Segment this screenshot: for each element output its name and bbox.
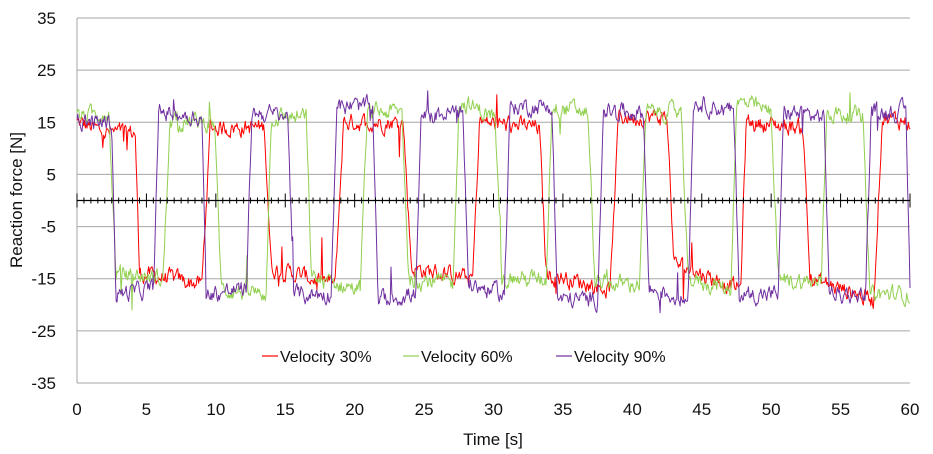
legend: Velocity 30% Velocity 60% Velocity 90% [262,349,666,366]
y-tick-label: 15 [37,113,56,132]
x-tick-label: 0 [72,400,81,419]
x-tick-label: 55 [831,400,850,419]
x-tick-label: 10 [206,400,225,419]
x-tick-label: 40 [623,400,642,419]
y-tick-label: -15 [31,270,56,289]
x-tick-label: 20 [345,400,364,419]
series-line-2 [76,92,911,311]
series-layer [76,90,911,314]
zero-axis [76,193,911,208]
series-line-3 [76,90,911,314]
y-tick-label: -25 [31,322,56,341]
y-tick-label: 5 [47,165,56,184]
y-axis-title: Reaction force [N] [7,132,26,268]
y-tick-label: -5 [41,218,56,237]
x-tick-label: 5 [142,400,151,419]
legend-label: Velocity 90% [574,349,666,366]
x-tick-label: 25 [415,400,434,419]
y-tick-label: 35 [37,9,56,28]
x-tick-label: 45 [692,400,711,419]
y-tick-labels: 35 25 15 5 -5 -15 -25 -35 [31,9,56,393]
x-tick-label: 50 [762,400,781,419]
y-tick-label: -35 [31,374,56,393]
x-tick-label: 30 [484,400,503,419]
x-tick-label: 60 [901,400,920,419]
y-tick-label: 25 [37,61,56,80]
x-tick-label: 35 [553,400,572,419]
x-axis-title: Time [s] [463,430,523,449]
x-tick-label: 15 [276,400,295,419]
grid-lines [76,17,910,384]
x-tick-labels: 0 5 10 15 20 25 30 35 40 45 50 55 60 [72,400,919,419]
legend-label: Velocity 60% [421,349,513,366]
legend-label: Velocity 30% [280,349,372,366]
